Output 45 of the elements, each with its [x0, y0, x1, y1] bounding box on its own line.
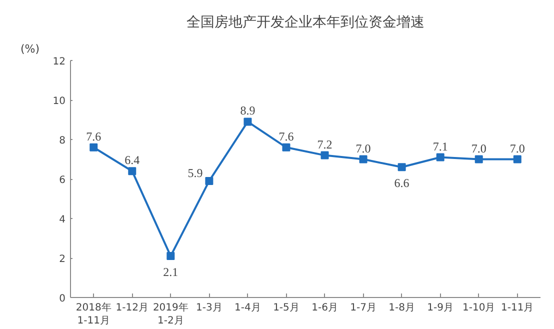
x-tick-label: 1-4月	[234, 302, 261, 314]
point	[128, 167, 136, 176]
y-axis-title: (%)	[20, 42, 40, 56]
data-label: 7.2	[317, 137, 332, 152]
data-label: 7.6	[278, 129, 294, 144]
y-tick-label: 8	[59, 136, 66, 146]
point	[359, 155, 368, 164]
x-tick-label: 1-7月	[350, 302, 376, 314]
data-label: 7.1	[432, 139, 448, 154]
point	[205, 176, 214, 185]
y-tick-label: 2	[59, 254, 66, 265]
x-tick-label: 2018年 1-11月	[76, 302, 112, 327]
data-label: 6.6	[394, 176, 410, 190]
y-tick-label: 12	[52, 56, 66, 68]
data-label: 7.0	[356, 141, 371, 156]
x-tick-label: 1-10月	[462, 302, 496, 314]
point	[166, 252, 175, 260]
x-tick-label: 1-11月	[501, 302, 534, 314]
x-tick-label: 1-9月	[427, 302, 454, 314]
y-tick-label: 6	[59, 175, 66, 186]
data-label: 2.1	[163, 265, 178, 280]
y-tick-label: 10	[52, 96, 66, 107]
data-label: 7.0	[471, 141, 486, 156]
point	[513, 155, 522, 164]
point	[282, 143, 290, 152]
data-label: 8.9	[240, 104, 256, 118]
x-tick-label: 1-12月	[116, 302, 148, 314]
data-label: 6.4	[124, 153, 140, 168]
chart-title: 全国房地产开发企业本年到位资金增速	[186, 14, 424, 30]
x-tick-label: 1-5月	[273, 302, 300, 314]
y-tick-label: 0	[59, 294, 66, 304]
point	[90, 143, 98, 152]
data-label: 7.6	[86, 129, 102, 144]
y-tick-label: 4	[59, 214, 66, 226]
x-tick-label: 1-8月	[388, 302, 415, 314]
data-label: 7.0	[510, 141, 525, 156]
x-tick-label: 2019年 1-2月	[152, 302, 188, 327]
point	[474, 155, 483, 164]
x-tick-label: 1-3月	[196, 302, 222, 314]
point	[244, 118, 252, 126]
point	[436, 153, 444, 162]
point	[398, 163, 406, 172]
x-tick-label: 1-6月	[312, 302, 338, 314]
data-label: 5.9	[188, 166, 203, 180]
point	[320, 151, 329, 160]
